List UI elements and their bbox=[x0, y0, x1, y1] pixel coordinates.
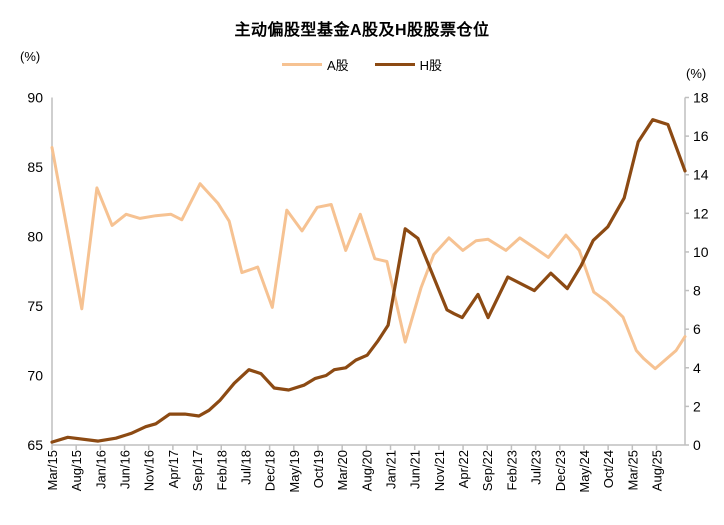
x-axis-tick-label: May/19 bbox=[287, 450, 302, 493]
x-axis-tick-label: Apr/17 bbox=[166, 450, 181, 488]
y-axis-right-tick-label: 0 bbox=[693, 437, 701, 453]
chart-title: 主动偏股型基金A股及H股股票仓位 bbox=[234, 22, 490, 39]
x-axis-tick-label: Mar/15 bbox=[45, 450, 60, 490]
y-axis-right-tick-label: 6 bbox=[693, 321, 701, 337]
x-axis-tick-label: Mar/25 bbox=[625, 450, 640, 490]
x-axis-tick-label: Aug/15 bbox=[69, 450, 84, 491]
y-axis-right-tick-label: 18 bbox=[693, 90, 709, 106]
legend-item-a-share: A股 bbox=[281, 55, 349, 74]
x-axis-tick-label: May/24 bbox=[577, 450, 592, 493]
y-axis-right-tick-label: 8 bbox=[693, 283, 701, 299]
y-axis-right-tick-label: 16 bbox=[693, 128, 709, 144]
x-axis-tick-label: Apr/22 bbox=[456, 450, 471, 488]
y-axis-right-tick-label: 12 bbox=[693, 205, 709, 221]
y-axis-left-tick-label: 65 bbox=[27, 437, 43, 453]
x-axis-tick-label: Oct/19 bbox=[311, 450, 326, 488]
legend-line-swatch-a-share bbox=[281, 63, 322, 66]
y-axis-right-tick-label: 10 bbox=[693, 244, 709, 260]
x-axis-tick-label: Feb/23 bbox=[504, 450, 519, 490]
legend-label-h-share: H股 bbox=[419, 58, 443, 73]
x-axis-tick-label: Mar/20 bbox=[335, 450, 350, 490]
x-axis-tick-label: Sep/22 bbox=[480, 450, 495, 491]
y-axis-left-tick-label: 70 bbox=[27, 368, 43, 384]
y-axis-left-tick-label: 80 bbox=[27, 229, 43, 245]
x-axis-tick-label: Nov/21 bbox=[432, 450, 447, 491]
x-axis-tick-label: Oct/24 bbox=[601, 450, 616, 488]
x-axis-tick-label: Jan/16 bbox=[93, 450, 108, 489]
series-line-a-share bbox=[50, 146, 687, 371]
y-axis-right-tick-label: 14 bbox=[693, 167, 709, 183]
y-axis-left-tick-label: 85 bbox=[27, 159, 43, 175]
y-axis-left-tick-label: 90 bbox=[27, 90, 43, 106]
y-axis-left-tick-label: 75 bbox=[27, 298, 43, 314]
x-axis-tick-label: Jun/21 bbox=[408, 450, 423, 489]
x-axis-tick-label: Jul/18 bbox=[238, 450, 253, 485]
x-axis-tick-label: Feb/18 bbox=[214, 450, 229, 490]
legend-item-h-share: H股 bbox=[374, 55, 443, 74]
x-axis-tick-label: Aug/25 bbox=[650, 450, 665, 491]
legend: A股 H股 bbox=[0, 55, 724, 74]
series-line-h-share bbox=[50, 118, 687, 444]
x-axis-tick-label: Jan/21 bbox=[384, 450, 399, 489]
left-axis-unit: (%) bbox=[20, 49, 41, 64]
legend-line-swatch-h-share bbox=[374, 63, 415, 66]
x-axis-tick-label: Aug/20 bbox=[359, 450, 374, 491]
x-axis-tick-label: Jul/23 bbox=[529, 450, 544, 485]
y-axis-right-tick-label: 2 bbox=[693, 398, 701, 414]
right-axis-unit: (%) bbox=[686, 66, 707, 81]
y-axis-right-tick-label: 4 bbox=[693, 360, 701, 376]
x-axis-tick-label: Nov/16 bbox=[142, 450, 157, 491]
x-axis-tick-label: Dec/18 bbox=[263, 450, 278, 491]
legend-label-a-share: A股 bbox=[326, 58, 349, 73]
x-axis-tick-label: Jun/16 bbox=[118, 450, 133, 489]
x-axis-tick-label: Dec/23 bbox=[553, 450, 568, 491]
x-axis-tick-label: Sep/17 bbox=[190, 450, 205, 491]
